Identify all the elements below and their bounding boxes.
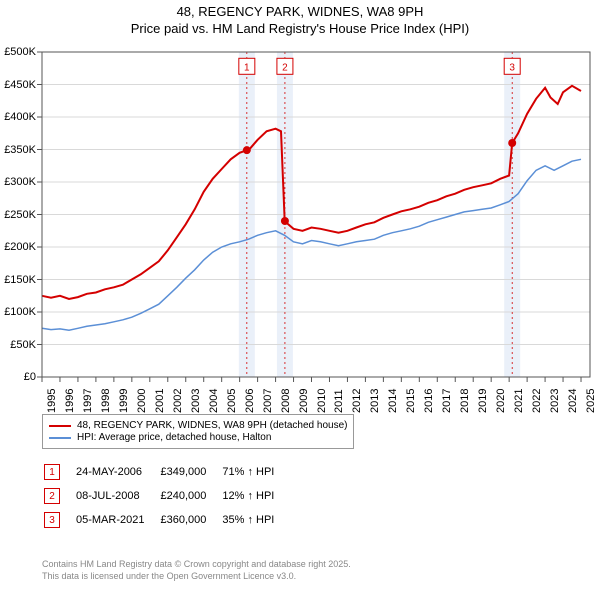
xtick-label: 2001 (154, 389, 166, 413)
xtick-label: 1995 (46, 389, 58, 413)
legend-label: 48, REGENCY PARK, WIDNES, WA8 9PH (detac… (77, 420, 347, 431)
legend-item: 48, REGENCY PARK, WIDNES, WA8 9PH (detac… (49, 420, 347, 431)
xtick-label: 2014 (387, 389, 399, 413)
sale-delta: 12% ↑ HPI (222, 485, 288, 507)
xtick-label: 2002 (172, 389, 184, 413)
sales-row: 1 24-MAY-2006£349,00071% ↑ HPI (44, 461, 288, 483)
xtick-label: 2025 (585, 389, 597, 413)
footer-line2: This data is licensed under the Open Gov… (42, 571, 296, 581)
sale-date: 05-MAR-2021 (76, 509, 158, 531)
sales-table: 1 24-MAY-2006£349,00071% ↑ HPI 2 08-JUL-200… (42, 459, 290, 533)
legend-label: HPI: Average price, detached house, Halt… (77, 432, 271, 443)
xtick-label: 2009 (298, 389, 310, 413)
xtick-label: 2012 (351, 389, 363, 413)
sale-price: £349,000 (160, 461, 220, 483)
ytick-label: £500K (0, 46, 36, 58)
sale-delta: 35% ↑ HPI (222, 509, 288, 531)
sales-row: 3 05-MAR-2021£360,00035% ↑ HPI (44, 509, 288, 531)
xtick-label: 2005 (226, 389, 238, 413)
xtick-label: 2016 (423, 389, 435, 413)
ytick-label: £0 (0, 371, 36, 383)
sale-date: 24-MAY-2006 (76, 461, 158, 483)
price-chart: 1 2 3 (0, 4, 600, 414)
xtick-label: 1999 (118, 389, 130, 413)
xtick-label: 1998 (100, 389, 112, 413)
ytick-label: £350K (0, 144, 36, 156)
xtick-label: 2022 (531, 389, 543, 413)
ytick-label: £100K (0, 306, 36, 318)
sale-price: £240,000 (160, 485, 220, 507)
svg-text:2: 2 (282, 62, 288, 73)
xtick-label: 2023 (549, 389, 561, 413)
xtick-label: 2021 (513, 389, 525, 413)
xtick-label: 2013 (369, 389, 381, 413)
sale-marker-icon: 1 (44, 464, 60, 480)
xtick-label: 2024 (567, 389, 579, 413)
chart-legend: 48, REGENCY PARK, WIDNES, WA8 9PH (detac… (42, 414, 354, 449)
ytick-label: £400K (0, 111, 36, 123)
xtick-label: 2010 (316, 389, 328, 413)
sales-row: 2 08-JUL-2008£240,00012% ↑ HPI (44, 485, 288, 507)
ytick-label: £450K (0, 79, 36, 91)
xtick-label: 2019 (477, 389, 489, 413)
footer-line1: Contains HM Land Registry data © Crown c… (42, 559, 351, 569)
legend-item: HPI: Average price, detached house, Halt… (49, 432, 347, 443)
sale-delta: 71% ↑ HPI (222, 461, 288, 483)
svg-text:3: 3 (509, 62, 515, 73)
xtick-label: 1996 (64, 389, 76, 413)
ytick-label: £250K (0, 209, 36, 221)
xtick-label: 2015 (405, 389, 417, 413)
legend-swatch (49, 437, 71, 439)
xtick-label: 2003 (190, 389, 202, 413)
xtick-label: 2000 (136, 389, 148, 413)
xtick-label: 2017 (441, 389, 453, 413)
ytick-label: £300K (0, 176, 36, 188)
xtick-label: 2004 (208, 389, 220, 413)
xtick-label: 2006 (244, 389, 256, 413)
ytick-label: £150K (0, 274, 36, 286)
sale-date: 08-JUL-2008 (76, 485, 158, 507)
sale-marker-icon: 3 (44, 512, 60, 528)
sale-marker-icon: 2 (44, 488, 60, 504)
svg-text:1: 1 (244, 62, 250, 73)
xtick-label: 2008 (280, 389, 292, 413)
sale-price: £360,000 (160, 509, 220, 531)
xtick-label: 1997 (82, 389, 94, 413)
ytick-label: £200K (0, 241, 36, 253)
legend-swatch (49, 425, 71, 427)
xtick-label: 2011 (333, 389, 345, 413)
ytick-label: £50K (0, 339, 36, 351)
attribution-footer: Contains HM Land Registry data © Crown c… (42, 559, 351, 582)
xtick-label: 2018 (459, 389, 471, 413)
xtick-label: 2020 (495, 389, 507, 413)
xtick-label: 2007 (262, 389, 274, 413)
